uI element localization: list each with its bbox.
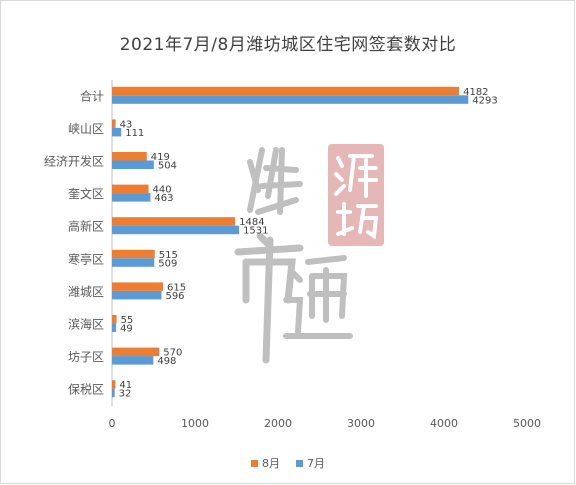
data-label: 515 bbox=[159, 250, 178, 261]
category-label: 保税区 bbox=[68, 383, 104, 397]
category-label: 坊子区 bbox=[68, 349, 104, 364]
data-label: 32 bbox=[119, 389, 132, 400]
data-label: 4182 bbox=[463, 87, 488, 98]
legend-entry: 8月 bbox=[251, 455, 280, 471]
bar bbox=[112, 119, 116, 128]
bar bbox=[112, 86, 460, 96]
legend-swatch bbox=[251, 460, 258, 467]
bar bbox=[112, 225, 240, 235]
data-label: 111 bbox=[125, 128, 144, 139]
data-label: 509 bbox=[158, 258, 177, 269]
data-label: 463 bbox=[154, 193, 173, 204]
watermark-logo bbox=[234, 144, 384, 364]
x-tick-label: 4000 bbox=[430, 417, 458, 430]
data-label: 4293 bbox=[472, 95, 497, 106]
x-tick-label: 1000 bbox=[181, 417, 209, 430]
x-tick-label: 0 bbox=[109, 417, 116, 430]
category-label: 峡山区 bbox=[68, 122, 104, 136]
data-label: 615 bbox=[167, 282, 186, 293]
category-label: 经济开发区 bbox=[44, 154, 104, 169]
bar bbox=[112, 193, 151, 202]
category-label: 合计 bbox=[80, 88, 104, 103]
data-label: 504 bbox=[158, 161, 177, 172]
chart-legend: 8月 7月 bbox=[0, 455, 576, 471]
data-label: 498 bbox=[157, 356, 176, 367]
bar bbox=[112, 347, 160, 357]
data-label: 43 bbox=[120, 119, 133, 130]
bar bbox=[112, 356, 154, 365]
data-label: 1484 bbox=[239, 217, 264, 228]
category-label: 滨海区 bbox=[68, 317, 104, 332]
bar bbox=[112, 290, 162, 300]
category-label: 潍城区 bbox=[68, 285, 104, 299]
bar bbox=[112, 95, 469, 104]
bar bbox=[112, 323, 117, 332]
bar bbox=[112, 160, 154, 169]
bar bbox=[112, 249, 155, 259]
legend-label: 8月 bbox=[262, 457, 280, 470]
data-label: 41 bbox=[119, 380, 132, 391]
data-label: 1531 bbox=[243, 226, 268, 237]
data-label: 440 bbox=[153, 185, 172, 196]
x-tick-label: 5000 bbox=[513, 417, 541, 430]
bar bbox=[112, 127, 122, 137]
data-label: 49 bbox=[120, 324, 133, 335]
bar bbox=[112, 380, 116, 389]
data-label: 419 bbox=[151, 152, 170, 163]
legend-swatch bbox=[296, 460, 303, 467]
bar bbox=[112, 388, 115, 398]
data-label: 570 bbox=[163, 348, 182, 359]
category-label: 高新区 bbox=[68, 219, 104, 234]
category-label: 寒亭区 bbox=[68, 251, 104, 266]
x-tick-label: 3000 bbox=[347, 417, 375, 430]
bar bbox=[112, 152, 147, 161]
legend-entry: 7月 bbox=[296, 455, 325, 471]
bar bbox=[112, 184, 149, 194]
data-label: 55 bbox=[121, 315, 134, 326]
bar bbox=[112, 258, 155, 267]
bar bbox=[112, 217, 236, 226]
x-tick-label: 2000 bbox=[264, 417, 292, 430]
bar bbox=[112, 315, 117, 324]
bar bbox=[112, 282, 164, 291]
chart-title: 2021年7月/8月潍坊城区住宅网签套数对比 bbox=[119, 35, 457, 55]
legend-label: 7月 bbox=[307, 457, 325, 470]
data-label: 596 bbox=[165, 291, 184, 302]
category-label: 奎文区 bbox=[68, 186, 104, 201]
